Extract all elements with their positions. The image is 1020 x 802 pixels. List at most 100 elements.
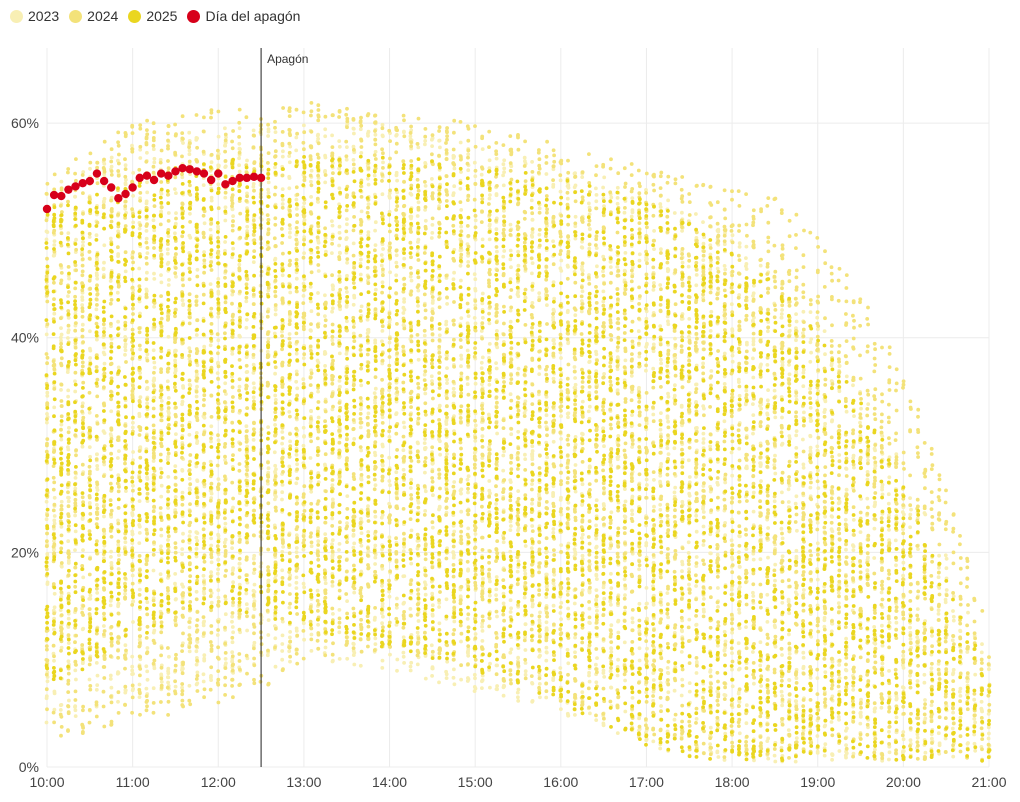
dot-2023 — [44, 499, 49, 504]
legend-item-2023[interactable]: 2023 — [10, 8, 59, 24]
dot-2023 — [694, 426, 698, 431]
dot-2023 — [573, 171, 577, 176]
dot-2023 — [430, 223, 435, 227]
dot-2023 — [566, 411, 571, 416]
dot-2023 — [573, 214, 578, 219]
dot-2023 — [622, 577, 627, 582]
dot-2023 — [602, 503, 606, 508]
dot-2023 — [615, 731, 620, 735]
dot-2023 — [666, 671, 671, 676]
dot-2023 — [330, 133, 334, 138]
dot-2023 — [167, 278, 171, 282]
dot-2023 — [808, 340, 813, 345]
dot-2023 — [780, 363, 785, 368]
dot-2023 — [88, 596, 93, 601]
dot-2023 — [594, 498, 599, 503]
dot-2023 — [729, 538, 734, 543]
dot-2023 — [479, 329, 484, 333]
dot-2023 — [594, 352, 599, 357]
dot-2023 — [351, 158, 356, 162]
dot-2023 — [759, 684, 763, 688]
dot-2023 — [601, 185, 605, 190]
dot-2023 — [765, 592, 770, 597]
legend-item-dia-del-apagon[interactable]: Día del apagón — [187, 8, 300, 24]
dot-2023 — [245, 158, 249, 163]
dot-2023 — [423, 470, 427, 475]
dot-2023 — [744, 547, 749, 551]
dot-2023 — [95, 452, 99, 457]
dot-2023 — [345, 599, 349, 603]
dot-2023 — [251, 381, 256, 386]
dot-2023 — [652, 478, 656, 482]
dot-2023 — [315, 588, 320, 593]
dot-2023 — [95, 467, 100, 471]
dot-2023 — [266, 425, 270, 429]
dot-2023 — [801, 650, 806, 655]
dot-2023 — [594, 718, 599, 722]
dot-2023 — [309, 328, 313, 333]
dot-2023 — [708, 742, 712, 746]
dot-2023 — [637, 252, 642, 257]
dot-2023 — [124, 177, 128, 182]
dot-2023 — [766, 555, 770, 560]
dot-2023 — [159, 273, 163, 277]
dot-2023 — [502, 249, 507, 253]
dot-2023 — [815, 541, 820, 546]
dot-2023 — [701, 441, 706, 445]
dot-2023 — [309, 179, 313, 184]
dot-2023 — [680, 229, 684, 233]
dot-2023 — [201, 183, 206, 188]
dot-2023 — [109, 561, 114, 565]
dot-2023 — [273, 664, 278, 669]
dot-2023 — [209, 424, 214, 429]
dot-2023 — [580, 690, 585, 695]
dot-2023 — [67, 276, 71, 281]
dot-2023 — [630, 508, 634, 513]
dot-2023 — [722, 382, 727, 386]
dot-2023 — [294, 276, 299, 281]
dot-2023 — [615, 265, 620, 269]
dot-2023 — [166, 283, 171, 287]
dot-2023 — [87, 677, 92, 682]
dot-2023 — [123, 591, 127, 596]
dot-2023 — [152, 277, 157, 281]
dot-2023 — [223, 165, 228, 170]
dot-2023 — [602, 596, 607, 601]
dot-2023 — [644, 586, 649, 590]
dot-2023 — [487, 222, 492, 227]
dot-2023 — [773, 644, 778, 649]
dot-2023 — [551, 185, 556, 189]
legend-label-dia-del-apagon: Día del apagón — [205, 8, 301, 24]
dot-2023 — [487, 382, 492, 387]
dot-2023 — [301, 356, 306, 360]
dot-2023 — [223, 612, 228, 617]
dot-2023 — [452, 619, 457, 624]
dot-2023 — [144, 287, 149, 292]
legend-item-2024[interactable]: 2024 — [69, 8, 118, 24]
dot-2023 — [423, 489, 428, 494]
dot-2023 — [116, 319, 120, 324]
dot-2023 — [530, 218, 535, 222]
dot-2023 — [494, 361, 498, 365]
dot-2023 — [323, 293, 327, 298]
dot-2023 — [651, 412, 656, 417]
dot-2023 — [594, 680, 599, 685]
dot-2023 — [459, 208, 464, 212]
legend-item-2025[interactable]: 2025 — [128, 8, 177, 24]
dot-2023 — [294, 207, 299, 211]
dot-2023 — [716, 605, 720, 609]
dot-2023 — [323, 155, 328, 160]
dot-2023 — [594, 186, 598, 191]
dot-2023 — [251, 588, 256, 593]
dot-2023 — [422, 441, 427, 445]
dot-2023 — [59, 564, 64, 569]
dot-2023 — [729, 302, 734, 307]
dot-2023 — [373, 514, 378, 519]
dot-2023 — [480, 678, 485, 683]
dot-2023 — [501, 540, 506, 545]
dot-2023 — [523, 571, 528, 576]
dot-2023 — [380, 192, 385, 197]
dot-2023 — [780, 694, 784, 698]
dot-2023 — [387, 435, 392, 439]
dot-2023 — [131, 620, 135, 624]
